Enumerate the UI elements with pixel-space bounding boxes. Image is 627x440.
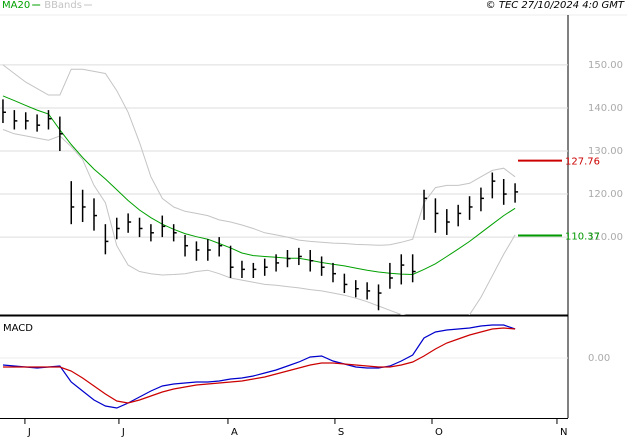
x-tick-label: J bbox=[27, 427, 31, 438]
macd-line bbox=[3, 327, 516, 404]
legend-label: BBands bbox=[44, 0, 82, 11]
y-tick-label: 120.00 bbox=[588, 189, 623, 200]
x-tick-label: S bbox=[338, 427, 344, 438]
y-tick-label: 0.00 bbox=[588, 353, 610, 364]
x-tick-label: O bbox=[435, 427, 443, 438]
level-label: 127.76 bbox=[565, 157, 600, 168]
x-tick-label: N bbox=[560, 427, 567, 438]
y-tick-label: 110.00 bbox=[588, 232, 623, 243]
source: © TEC 27/10/2024 4:0 GMT bbox=[486, 0, 625, 11]
macd-line bbox=[2, 324, 516, 409]
legend-label: MA20 bbox=[2, 0, 30, 11]
y-tick-label: 140.00 bbox=[588, 103, 623, 114]
y-tick-label: 150.00 bbox=[588, 60, 623, 71]
level-label: 110.37 bbox=[565, 231, 600, 242]
macd-title: MACD bbox=[3, 323, 33, 334]
x-tick-label: J bbox=[121, 427, 125, 438]
plot-area bbox=[0, 64, 568, 315]
x-tick-label: A bbox=[231, 427, 238, 438]
band-lower bbox=[2, 129, 516, 315]
ma-line bbox=[2, 95, 516, 276]
y-tick-label: 130.00 bbox=[588, 146, 623, 157]
band-upper bbox=[2, 64, 516, 246]
plot-area bbox=[0, 324, 568, 409]
